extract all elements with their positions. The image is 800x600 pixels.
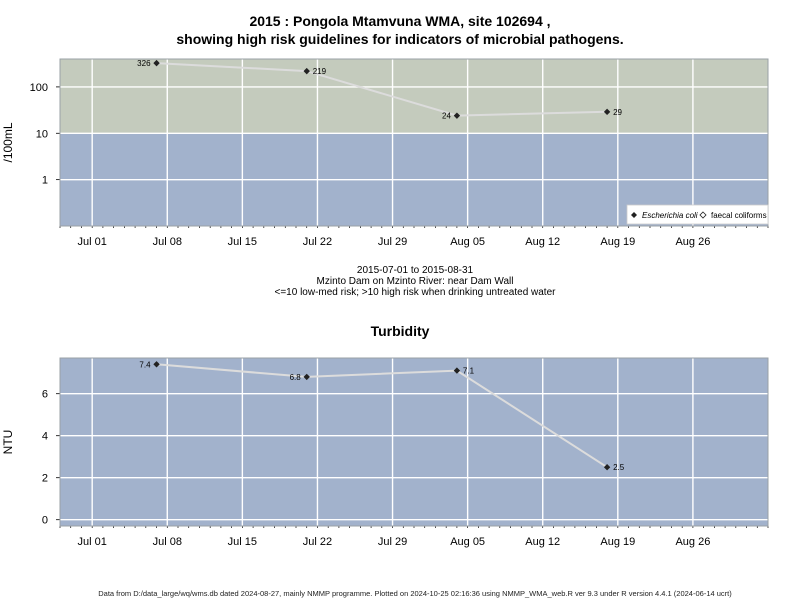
data-point bbox=[603, 108, 611, 116]
site-caption: Mzinto Dam on Mzinto River: near Dam Wal… bbox=[316, 276, 514, 287]
microbial-chart: Jul 01 Jul 08 Jul 15 Jul 22 Jul 29 Aug 05 Aug … bbox=[1, 58, 769, 248]
data-label: 7.1 bbox=[463, 367, 475, 376]
series-line bbox=[156, 363, 608, 469]
y-tick-label: 4 bbox=[42, 431, 48, 443]
data-label: 219 bbox=[313, 67, 327, 76]
x-tick-label: Jul 08 bbox=[153, 236, 182, 248]
y-tick-label: 1 bbox=[42, 175, 48, 187]
x-tick-label: Jul 08 bbox=[153, 536, 182, 548]
data-point bbox=[453, 367, 461, 374]
legend-marker-ecoli bbox=[631, 212, 637, 218]
data-label: 2.5 bbox=[613, 463, 625, 472]
legend-label-ecoli: Escherichia coli bbox=[642, 211, 698, 220]
data-label: 326 bbox=[137, 59, 151, 68]
high-risk-band bbox=[60, 59, 768, 134]
x-tick-label: Aug 26 bbox=[675, 236, 710, 248]
legend-label-faecal: faecal coliforms bbox=[711, 211, 767, 220]
footer-note: Data from D:/data_large/wq/wms.db dated … bbox=[98, 589, 732, 598]
y-tick-label: 10 bbox=[36, 128, 48, 140]
y-axis-label: NTU bbox=[1, 430, 15, 455]
plot-frame bbox=[59, 58, 769, 227]
chart-title-line2: showing high risk guidelines for indicat… bbox=[176, 31, 624, 47]
x-tick-label: Aug 05 bbox=[450, 536, 485, 548]
data-label: 7.4 bbox=[139, 360, 151, 369]
x-tick-label: Jul 29 bbox=[378, 536, 407, 548]
data-point bbox=[153, 59, 160, 67]
x-tick-label: Aug 05 bbox=[450, 236, 485, 248]
y-tick-label: 6 bbox=[42, 389, 48, 401]
x-tick-label: Jul 22 bbox=[303, 536, 332, 548]
x-tick-label: Jul 15 bbox=[228, 236, 257, 248]
x-tick-label: Aug 19 bbox=[600, 536, 635, 548]
legend-marker-faecal bbox=[699, 211, 707, 219]
date-range-caption: 2015-07-01 to 2015-08-31 bbox=[356, 265, 474, 276]
x-tick-label: Jul 29 bbox=[378, 236, 407, 248]
data-point bbox=[153, 361, 160, 368]
chart-title-line1: 2015 : Pongola Mtamvuna WMA, site 102694… bbox=[249, 13, 551, 29]
data-label: 6.8 bbox=[290, 373, 302, 382]
x-tick-label: Jul 01 bbox=[78, 536, 107, 548]
series-line bbox=[156, 62, 608, 117]
x-tick-label: Aug 12 bbox=[525, 236, 560, 248]
y-tick-label: 100 bbox=[30, 82, 48, 94]
x-tick-label: Jul 22 bbox=[303, 236, 332, 248]
x-tick-label: Aug 12 bbox=[525, 536, 560, 548]
turbidity-title: Turbidity bbox=[370, 323, 430, 339]
data-label: 24 bbox=[442, 112, 451, 121]
data-point bbox=[303, 373, 310, 381]
plot-frame bbox=[59, 357, 769, 527]
legend-box bbox=[626, 204, 769, 225]
y-tick-label: 0 bbox=[42, 515, 48, 527]
x-tick-label: Jul 01 bbox=[78, 236, 107, 248]
data-label: 29 bbox=[613, 108, 622, 117]
x-tick-label: Aug 26 bbox=[675, 536, 710, 548]
x-tick-label: Aug 19 bbox=[600, 236, 635, 248]
y-tick-label: 2 bbox=[42, 473, 48, 485]
data-point bbox=[603, 464, 611, 471]
y-axis-label: /100mL bbox=[1, 122, 15, 162]
plot-background bbox=[60, 358, 768, 526]
x-tick-label: Jul 15 bbox=[228, 536, 257, 548]
risk-caption: <=10 low-med risk; >10 high risk when dr… bbox=[274, 287, 556, 298]
data-point bbox=[303, 67, 310, 75]
data-point bbox=[453, 112, 461, 119]
